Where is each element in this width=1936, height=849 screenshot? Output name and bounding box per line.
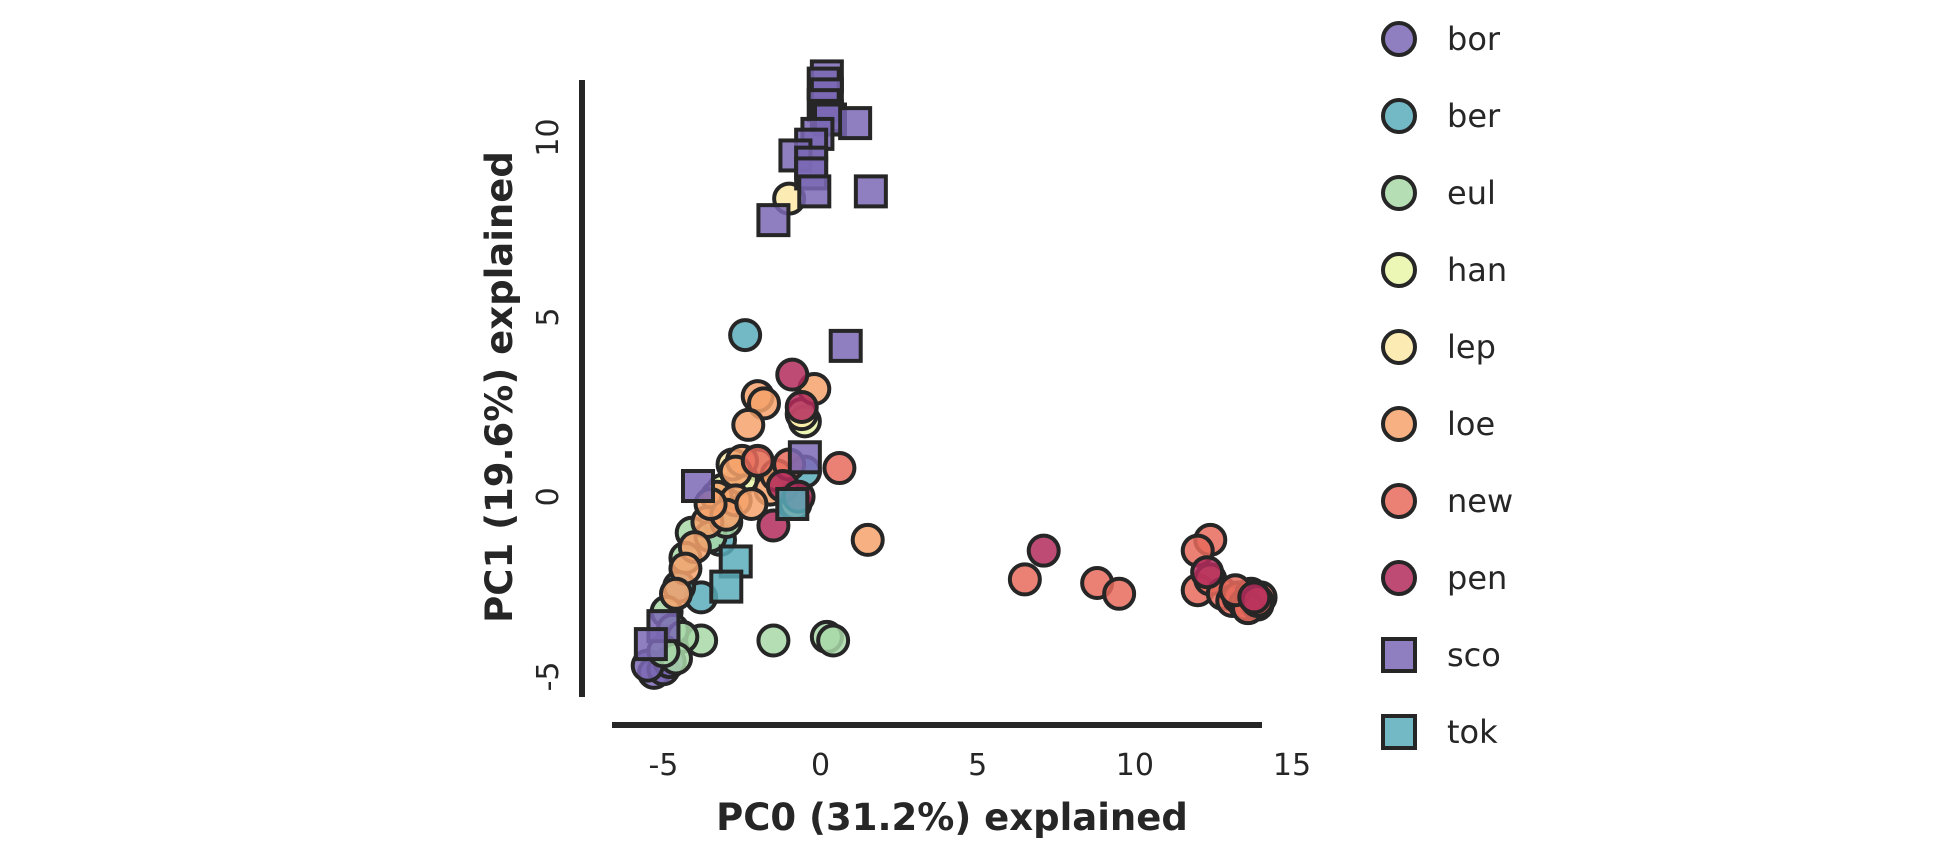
legend-label-new: new xyxy=(1447,482,1513,520)
data-point-pen xyxy=(784,389,819,424)
legend-marker-sco xyxy=(1381,637,1417,673)
legend-marker-loe xyxy=(1381,406,1417,442)
legend-marker-eul xyxy=(1381,175,1417,211)
data-point-sco xyxy=(853,174,888,209)
scatter-points xyxy=(630,59,1278,690)
data-point-new xyxy=(1007,562,1042,597)
data-point-sco xyxy=(828,328,863,363)
data-point-sco xyxy=(787,440,822,475)
x-axis-ticks: -5 0 5 10 15 xyxy=(648,748,1311,783)
data-point-tok xyxy=(709,569,744,604)
legend-marker-new xyxy=(1381,483,1417,519)
y-tick-label: 5 xyxy=(531,308,566,327)
data-point-eul xyxy=(756,623,791,658)
data-point-loe xyxy=(659,576,693,611)
data-point-eul xyxy=(816,623,851,658)
y-tick-label: -5 xyxy=(531,661,566,691)
legend-marker-pen xyxy=(1381,560,1417,596)
data-point-pen xyxy=(775,357,810,392)
legend-label-han: han xyxy=(1447,251,1507,289)
x-axis-title: PC0 (31.2%) explained xyxy=(716,796,1188,839)
legend-label-ber: ber xyxy=(1447,97,1501,135)
data-point-tok xyxy=(775,486,810,521)
y-tick-label: 10 xyxy=(531,118,566,156)
data-point-loe xyxy=(850,522,885,557)
legend-marker-lep xyxy=(1381,329,1417,365)
legend-label-pen: pen xyxy=(1447,559,1507,597)
data-point-sco xyxy=(756,203,791,238)
data-point-sco xyxy=(797,174,832,209)
data-point-sco xyxy=(681,469,715,504)
y-tick-label: 0 xyxy=(531,487,566,506)
data-point-new xyxy=(740,443,775,478)
data-point-new xyxy=(1102,576,1137,611)
data-point-pen xyxy=(1237,580,1272,615)
data-point-pen xyxy=(1026,533,1061,568)
legend-label-tok: tok xyxy=(1447,713,1498,751)
legend-label-lep: lep xyxy=(1447,328,1496,366)
y-axis-title: PC1 (19.6%) explained xyxy=(478,151,521,623)
x-tick-label: 0 xyxy=(811,748,830,783)
legend-marker-ber xyxy=(1381,98,1417,134)
x-tick-label: 10 xyxy=(1116,748,1154,783)
legend-marker-bor xyxy=(1381,21,1417,57)
legend-label-eul: eul xyxy=(1447,174,1496,212)
x-tick-label: 5 xyxy=(968,748,987,783)
legend-marker-han xyxy=(1381,252,1417,288)
legend: bor ber eul han lep loe new pen sco tok xyxy=(1381,20,1513,751)
legend-marker-tok xyxy=(1381,714,1417,750)
data-point-ber xyxy=(728,318,763,353)
data-point-new xyxy=(822,451,857,486)
x-tick-label: 15 xyxy=(1273,748,1311,783)
y-axis-ticks: -5 0 5 10 xyxy=(531,118,566,691)
data-point-sco xyxy=(838,106,873,141)
data-point-loe xyxy=(734,486,769,521)
legend-label-sco: sco xyxy=(1447,636,1501,674)
data-point-pen xyxy=(1190,555,1225,590)
data-point-sco xyxy=(633,627,668,662)
legend-label-bor: bor xyxy=(1447,20,1501,58)
legend-label-loe: loe xyxy=(1447,405,1495,443)
x-tick-label: -5 xyxy=(648,748,678,783)
data-point-loe xyxy=(731,407,766,442)
